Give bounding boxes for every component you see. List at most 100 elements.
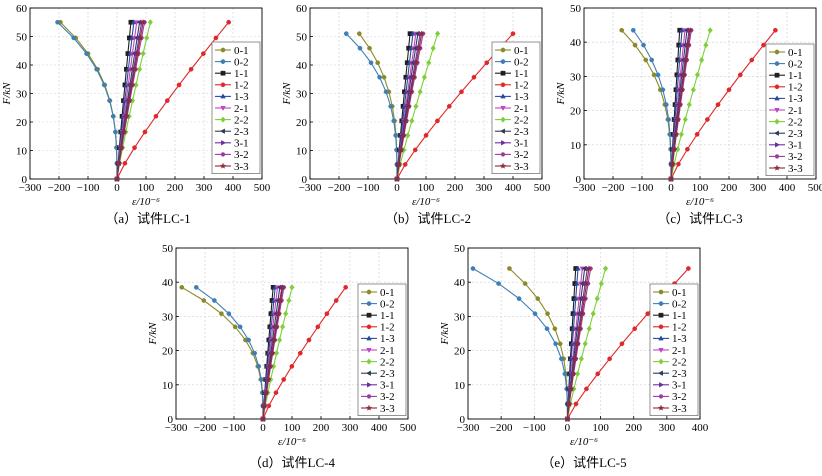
legend-entry: 2-1 bbox=[514, 103, 529, 115]
y-tick-label: 30 bbox=[570, 71, 582, 83]
data-point bbox=[147, 19, 153, 26]
y-tick-label: 0 bbox=[168, 414, 174, 426]
x-tick-label: 0 bbox=[668, 182, 674, 194]
y-tick-label: 30 bbox=[454, 311, 466, 323]
data-point bbox=[686, 266, 691, 271]
legend-entry: 2-3 bbox=[234, 126, 249, 138]
x-tick-label: 300 bbox=[659, 422, 676, 434]
data-point bbox=[535, 296, 541, 301]
data-point bbox=[343, 284, 348, 290]
data-point bbox=[395, 161, 403, 168]
x-tick-label: 100 bbox=[284, 422, 301, 434]
data-point bbox=[660, 87, 666, 93]
data-point bbox=[123, 112, 130, 120]
y-tick-label: 60 bbox=[296, 3, 308, 15]
legend-swatch-marker bbox=[366, 335, 372, 341]
legend-swatch-marker bbox=[500, 152, 506, 157]
data-point bbox=[281, 377, 287, 382]
data-point bbox=[435, 118, 440, 124]
data-point bbox=[426, 59, 432, 66]
data-point bbox=[356, 31, 362, 37]
data-point bbox=[270, 336, 278, 343]
legend: 0-10-21-11-21-32-12-22-33-13-23-3 bbox=[357, 283, 407, 416]
data-point bbox=[676, 161, 681, 167]
x-tick-label: 300 bbox=[750, 182, 767, 194]
data-point bbox=[581, 295, 588, 302]
legend-entry: 2-3 bbox=[788, 128, 803, 140]
series-3-3 bbox=[667, 26, 694, 182]
data-point bbox=[201, 298, 207, 303]
data-point bbox=[409, 117, 415, 124]
series-3-3 bbox=[564, 265, 593, 422]
legend-swatch-marker bbox=[658, 358, 664, 365]
data-point bbox=[446, 103, 452, 109]
x-tick-label: 200 bbox=[721, 182, 738, 194]
y-tick-label: 0 bbox=[576, 174, 582, 186]
data-point bbox=[219, 311, 224, 317]
data-point bbox=[698, 56, 705, 64]
legend-entry: 0-1 bbox=[234, 45, 249, 57]
x-tick-label: 300 bbox=[342, 422, 359, 434]
legend-entry: 2-3 bbox=[514, 126, 529, 138]
legend-swatch-marker bbox=[220, 47, 226, 53]
legend-swatch-marker bbox=[220, 59, 226, 64]
legend-swatch-marker bbox=[774, 108, 780, 114]
x-axis-label: ε/10⁻⁶ bbox=[132, 196, 160, 208]
data-point bbox=[402, 117, 410, 124]
data-point bbox=[375, 60, 381, 66]
y-tick-label: 20 bbox=[454, 346, 466, 358]
data-point bbox=[142, 129, 148, 135]
data-point bbox=[136, 34, 144, 41]
data-point bbox=[598, 280, 605, 287]
data-point bbox=[684, 41, 692, 48]
legend-swatch-marker bbox=[658, 301, 664, 306]
data-point bbox=[113, 175, 121, 182]
data-point bbox=[276, 336, 283, 344]
legend-entry: 3-3 bbox=[514, 161, 529, 173]
x-tick-label: −300 bbox=[573, 182, 596, 194]
x-tick-label: 0 bbox=[260, 422, 266, 434]
x-tick-label: 500 bbox=[254, 182, 271, 194]
y-tick-label: 20 bbox=[296, 117, 308, 129]
x-tick-label: −300 bbox=[19, 182, 42, 194]
data-point bbox=[286, 297, 292, 304]
chart-panel-lc4: −300 −200 −100 0 100 200 300 400 500 0 10 20 30 40 50 ε… bbox=[147, 243, 417, 470]
data-point bbox=[619, 341, 625, 347]
data-point bbox=[412, 147, 418, 153]
data-point bbox=[297, 350, 303, 356]
data-point bbox=[232, 324, 238, 330]
x-tick-label: −200 bbox=[490, 422, 513, 434]
x-tick-label: 100 bbox=[592, 422, 609, 434]
y-tick-label: 0 bbox=[460, 414, 466, 426]
chart-panel-lc3: −300 −200 −100 0 100 200 300 400 500 0 10 20 30 40 50 ε… bbox=[555, 3, 822, 226]
y-tick-label: 0 bbox=[302, 174, 308, 186]
x-tick-label: 200 bbox=[167, 182, 184, 194]
data-point bbox=[107, 98, 112, 103]
x-tick-label: 500 bbox=[534, 182, 551, 194]
legend-entry: 3-3 bbox=[672, 403, 687, 415]
legend-swatch-marker bbox=[773, 130, 779, 136]
data-point bbox=[128, 81, 136, 88]
data-point bbox=[471, 74, 477, 80]
legend-entry: 1-1 bbox=[514, 68, 529, 80]
legend-entry: 2-1 bbox=[788, 105, 803, 117]
legend-entry: 2-3 bbox=[380, 368, 395, 380]
legend-entry: 1-3 bbox=[672, 333, 687, 345]
data-point bbox=[680, 71, 688, 78]
legend-entry: 0-2 bbox=[234, 56, 249, 68]
x-tick-label: 400 bbox=[505, 182, 522, 194]
x-axis-label: ε/10⁻⁶ bbox=[412, 196, 440, 208]
legend-entry: 1-2 bbox=[788, 82, 803, 94]
legend-entry: 1-2 bbox=[380, 322, 395, 334]
data-point bbox=[423, 133, 429, 138]
data-point bbox=[670, 145, 678, 153]
data-point bbox=[669, 160, 676, 167]
data-point bbox=[136, 66, 143, 73]
y-tick-label: 40 bbox=[296, 60, 308, 72]
data-point bbox=[393, 133, 398, 138]
plot-frame bbox=[467, 247, 701, 420]
y-tick-label: 50 bbox=[16, 32, 28, 44]
data-point bbox=[676, 101, 684, 108]
data-point bbox=[553, 341, 558, 347]
legend-swatch-marker bbox=[500, 70, 506, 76]
